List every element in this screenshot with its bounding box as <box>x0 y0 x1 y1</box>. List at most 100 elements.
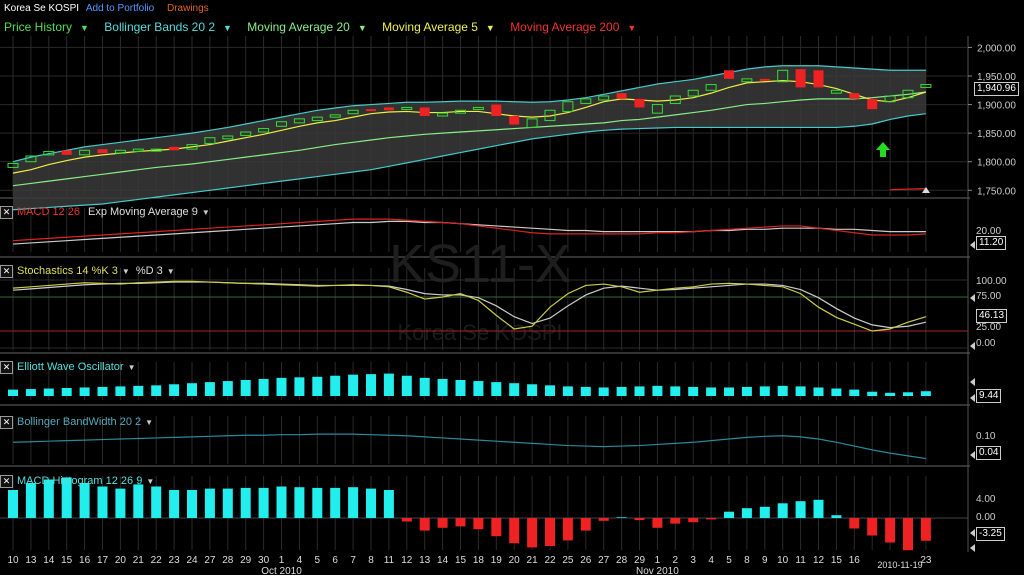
ewo-bar <box>79 387 90 396</box>
candle-up <box>455 109 466 114</box>
ewo-bar <box>258 378 269 396</box>
x-tick-label: 1 <box>279 555 285 566</box>
axis-marker-icon <box>970 394 975 402</box>
ewo-bar <box>527 384 538 396</box>
close-icon[interactable]: ✕ <box>0 474 13 488</box>
x-tick-label: 24 <box>186 555 198 566</box>
candle-down <box>97 149 108 154</box>
x-tick-label: 28 <box>616 555 628 566</box>
x-tick-label: 22 <box>151 555 163 566</box>
close-icon[interactable]: ✕ <box>0 264 13 278</box>
candle-up <box>777 69 789 83</box>
x-tick-label: 29 <box>240 555 252 566</box>
x-tick-label: 26 <box>580 555 592 566</box>
hist-bar-positive <box>222 488 233 518</box>
ewo-bar <box>580 386 591 396</box>
chevron-down-icon: ▼ <box>223 23 232 33</box>
ema-label[interactable]: Exp Moving Average 9 <box>87 206 198 218</box>
ewo-bar <box>383 373 394 396</box>
candle-up <box>902 89 914 99</box>
price-ytick-label: 1,750.00 <box>977 186 1016 197</box>
hist-bar-positive <box>348 487 359 518</box>
hist-bar-negative <box>509 518 520 544</box>
price-legend: Price History ▼ Bollinger Bands 20 2 ▼ Mov… <box>0 18 1024 36</box>
ewo-bar <box>419 377 430 396</box>
macd-label[interactable]: MACD 12 26 <box>17 206 80 218</box>
ewo-bar <box>312 376 323 396</box>
macd-panel-label: ✕ MACD 12 26 Exp Moving Average 9 ▼ <box>0 204 214 220</box>
x-month-label: Nov 2010 <box>636 566 679 575</box>
bbw-line <box>12 433 926 460</box>
chevron-down-icon[interactable]: ▼ <box>201 208 210 217</box>
legend-bollinger[interactable]: Bollinger Bands 20 2 ▼ <box>104 20 238 34</box>
candle-down <box>419 107 430 116</box>
candle-up <box>186 144 198 150</box>
hist-bar-positive <box>8 490 18 518</box>
top-bar: Korea Se KOSPI Add to Portfolio Drawings <box>0 0 1024 18</box>
x-tick-label: 2 <box>673 555 679 566</box>
bbw-value-box: 0.04 <box>976 446 1002 460</box>
x-tick-label: 11 <box>795 555 806 566</box>
bollinger-upper-line <box>12 65 926 163</box>
hist-bar-negative <box>849 518 860 529</box>
x-tick-label: 13 <box>25 555 37 566</box>
x-tick-label: 14 <box>437 555 449 566</box>
chevron-down-icon[interactable]: ▼ <box>166 267 175 276</box>
ewo-bar <box>831 388 842 396</box>
chevron-down-icon: ▼ <box>627 23 637 33</box>
candle-up <box>920 84 932 88</box>
x-tick-label: 10 <box>777 555 789 566</box>
ewo-bar <box>777 385 788 396</box>
hist-bar-positive <box>169 490 180 518</box>
hist-bar-negative <box>562 518 573 541</box>
close-icon[interactable]: ✕ <box>0 205 13 219</box>
candle-up <box>258 128 270 133</box>
hist-label[interactable]: MACD Histogram 12 26 9 <box>17 475 143 487</box>
ewo-bar <box>920 391 931 396</box>
drawings-link[interactable]: Drawings <box>166 3 209 14</box>
hist-bar-positive <box>97 486 108 518</box>
x-tick-label: 5 <box>315 555 321 566</box>
stoch-k-label[interactable]: Stochastics 14 %K 3 <box>17 265 118 277</box>
ewo-bar <box>455 380 466 396</box>
ewo-bar <box>240 380 251 396</box>
ewo-bar <box>133 385 144 396</box>
price-ytick-label: 1,950.00 <box>977 72 1016 83</box>
candle-up <box>7 162 19 168</box>
candle-up <box>705 84 717 91</box>
x-tick-label: 8 <box>744 555 750 566</box>
chevron-down-icon[interactable]: ▼ <box>146 477 155 486</box>
ewo-bar <box>151 385 162 396</box>
x-tick-label: 14 <box>43 555 55 566</box>
candle-up <box>401 106 413 110</box>
candle-up <box>347 109 359 115</box>
ma5-line <box>12 79 927 174</box>
hist-bar-positive <box>831 515 842 518</box>
candle-down <box>509 116 520 125</box>
ewo-label[interactable]: Elliott Wave Oscillator <box>17 361 124 373</box>
legend-ma200[interactable]: Moving Average 200 ▼ <box>510 20 642 34</box>
bbw-label[interactable]: Bollinger BandWidth 20 2 <box>17 416 142 428</box>
candle-up <box>580 98 592 104</box>
legend-price-history[interactable]: Price History ▼ <box>4 20 95 34</box>
price-ytick-label: 1,900.00 <box>977 101 1016 112</box>
hist-bar-negative <box>670 518 681 524</box>
stoch-d-label[interactable]: %D 3 <box>135 265 163 277</box>
candle-up <box>437 112 449 117</box>
legend-ma5[interactable]: Moving Average 5 ▼ <box>382 20 501 34</box>
close-icon[interactable]: ✕ <box>0 415 13 429</box>
x-tick-label: 15 <box>455 555 467 566</box>
x-tick-label: 16 <box>849 555 861 566</box>
hist-bar-positive <box>115 488 126 518</box>
date-label: 2010-11-19 <box>877 560 922 570</box>
add-to-portfolio-link[interactable]: Add to Portfolio <box>85 3 155 14</box>
chevron-down-icon[interactable]: ▼ <box>121 267 130 276</box>
close-icon[interactable]: ✕ <box>0 360 13 374</box>
chevron-down-icon[interactable]: ▼ <box>145 418 154 427</box>
hist-bar-positive <box>759 506 770 518</box>
x-tick-label: 23 <box>920 555 932 566</box>
chevron-down-icon[interactable]: ▼ <box>127 363 136 372</box>
hist-bar-positive <box>741 508 752 518</box>
legend-ma20[interactable]: Moving Average 20 ▼ <box>247 20 372 34</box>
